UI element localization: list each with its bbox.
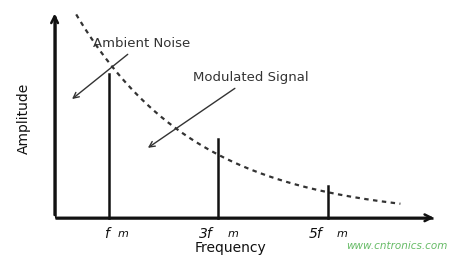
Text: www.cntronics.com: www.cntronics.com	[346, 241, 447, 251]
Text: Ambient Noise: Ambient Noise	[73, 37, 190, 98]
Text: Frequency: Frequency	[195, 241, 266, 255]
Text: m: m	[117, 229, 128, 239]
Text: Modulated Signal: Modulated Signal	[149, 71, 308, 147]
Text: Amplitude: Amplitude	[17, 83, 30, 154]
Text: 5f: 5f	[308, 227, 322, 241]
Text: m: m	[337, 229, 348, 239]
Text: m: m	[228, 229, 238, 239]
Text: f: f	[104, 227, 109, 241]
Text: 3f: 3f	[199, 227, 213, 241]
